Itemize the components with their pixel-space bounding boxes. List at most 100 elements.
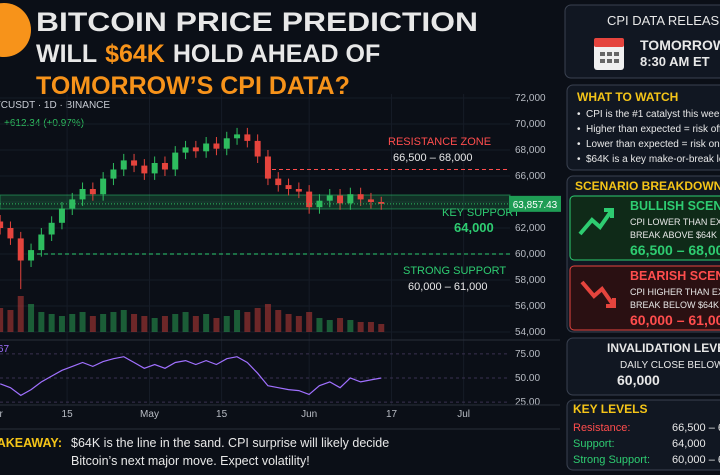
y-tick-label: 56,000 — [515, 301, 546, 312]
x-tick-label: Jun — [301, 409, 317, 420]
watch-title: WHAT TO WATCH — [577, 90, 678, 104]
x-tick-label: May — [140, 409, 159, 420]
cpi-time: 8:30 AM ET — [640, 54, 710, 69]
volume-bar — [131, 314, 138, 332]
resistance-title: RESISTANCE ZONE — [388, 136, 491, 148]
cpi-title: CPI DATA RELEASE — [607, 13, 720, 28]
y-tick-label: 25.00 — [515, 397, 540, 408]
bearish-title: BEARISH SCENARIO — [630, 269, 720, 283]
x-tick-label: Apr — [0, 409, 3, 420]
volume-bar — [316, 318, 323, 332]
volume-bar — [254, 308, 261, 332]
down-arrow — [580, 280, 616, 308]
key-level-value: 64,000 — [672, 438, 706, 450]
candle-body — [203, 143, 210, 152]
volume-bar — [100, 314, 107, 332]
candle-body — [7, 228, 14, 239]
candle-body — [223, 138, 230, 149]
strong-support-range: 60,000 – 61,000 — [408, 281, 488, 293]
y-tick-label: 60,000 — [515, 249, 546, 260]
strong-support-title: STRONG SUPPORT — [403, 265, 506, 277]
candle-body — [120, 160, 127, 170]
x-tick-label: 15 — [62, 409, 74, 420]
volume-bar — [244, 312, 251, 332]
candle-body — [79, 189, 86, 200]
bearish-target: 60,000 – 61,000 — [630, 312, 720, 328]
candle-body — [378, 202, 385, 204]
candle-body — [172, 152, 179, 170]
bullish-title: BULLISH SCENARIO — [630, 199, 720, 213]
rsi-value: 50.67 — [0, 344, 9, 355]
bullish-line: BREAK ABOVE $64K — [630, 230, 717, 240]
key-support-band — [0, 194, 511, 210]
rsi-line — [0, 356, 382, 397]
volume-bar — [306, 312, 313, 332]
last-price-label: 63,857.43 — [513, 200, 558, 211]
bullish-box — [569, 195, 720, 261]
key-level-label: Support: — [573, 438, 615, 450]
title: BITCOIN PRICE PREDICTION — [36, 7, 478, 37]
bullet: • — [577, 154, 581, 165]
volume-bar — [172, 314, 179, 332]
y-tick-label: 70,000 — [515, 119, 546, 130]
candle-body — [234, 134, 241, 139]
volume-bar — [234, 310, 241, 332]
y-tick-label: 54,000 — [515, 327, 546, 338]
volume-bar — [367, 322, 374, 332]
volume-bar — [161, 316, 168, 332]
candle-body — [131, 160, 138, 166]
resistance-range: 66,500 – 68,000 — [393, 152, 473, 164]
candle-body — [357, 194, 364, 200]
candle-body — [295, 189, 302, 192]
subtitle: WILL $64K HOLD AHEAD OF — [36, 40, 380, 68]
invalidation-title: INVALIDATION LEVEL — [607, 341, 720, 355]
y-tick-label: 50.00 — [515, 373, 540, 384]
candle-body — [264, 156, 271, 179]
volume-bar — [378, 324, 385, 332]
candle-body — [244, 134, 251, 141]
watch-item: CPI is the #1 catalyst this week — [586, 109, 720, 120]
volume-bar — [223, 316, 230, 332]
candle-body — [367, 199, 374, 202]
volume-bar — [213, 318, 220, 332]
candle-body — [326, 195, 333, 201]
candle-body — [316, 200, 323, 208]
candle-body — [347, 194, 354, 204]
candle-body — [275, 178, 282, 186]
candle-body — [48, 222, 55, 235]
volume-bar — [264, 304, 271, 332]
bullish-target: 66,500 – 68,000 — [630, 242, 720, 258]
candle-body — [28, 250, 35, 261]
candle-body — [182, 147, 189, 153]
bullet: • — [577, 109, 581, 120]
y-tick-label: 72,000 — [515, 93, 546, 104]
y-tick-label: 68,000 — [515, 145, 546, 156]
key-level-value: 66,500 – 68,000 — [672, 422, 720, 434]
subtitle-2: TOMORROW’S CPI DATA? — [36, 72, 350, 100]
candle-body — [192, 147, 199, 152]
candle-body — [151, 163, 158, 174]
volume-bar — [337, 318, 344, 332]
candle-body — [38, 234, 45, 251]
volume-bar — [326, 320, 333, 332]
bitcoin-logo — [0, 3, 31, 57]
y-tick-label: 66,000 — [515, 171, 546, 182]
key-support-range: 64,000 — [454, 220, 494, 235]
volume-bar — [58, 316, 65, 332]
takeaway-text: Bitcoin’s next major move. Expect volati… — [71, 454, 310, 468]
key-level-value: 60,000 – 61,000 — [672, 454, 720, 466]
subtitle-part: HOLD AHEAD OF — [173, 40, 380, 68]
volume-bar — [7, 310, 14, 332]
bullet: • — [577, 139, 581, 150]
takeaway-label: TAKEAWAY: — [0, 436, 62, 450]
volume-bar — [0, 308, 4, 332]
volume-bar — [48, 314, 55, 332]
candle-body — [213, 143, 220, 149]
candle-body — [306, 191, 313, 208]
last-price-tag — [509, 195, 561, 212]
bearish-line: CPI HIGHER THAN EXPECTED — [630, 287, 720, 297]
watch-box — [566, 84, 720, 171]
watch-item: Lower than expected = risk on — [586, 139, 720, 150]
x-tick-label: 17 — [386, 409, 398, 420]
bullish-line: CPI LOWER THAN EXPECTED — [630, 217, 720, 227]
